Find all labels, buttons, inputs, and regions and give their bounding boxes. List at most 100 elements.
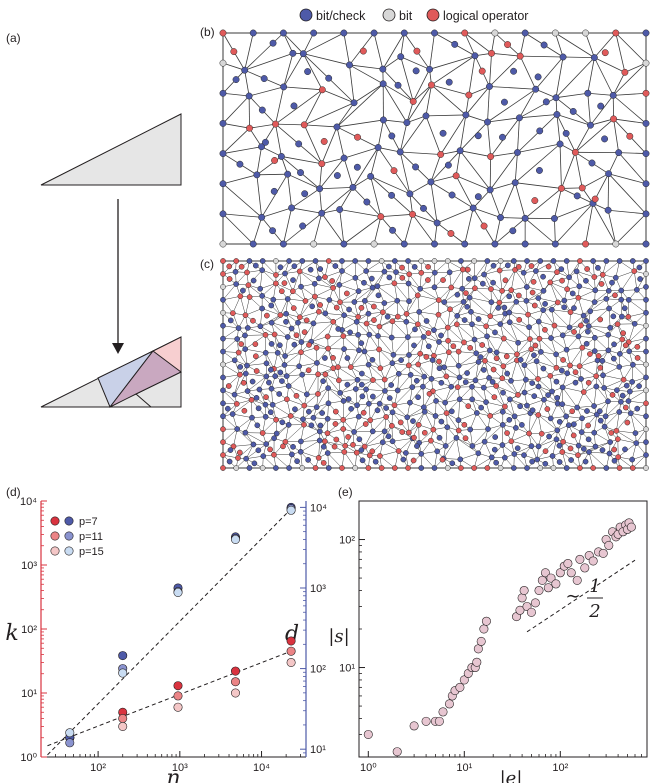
node-bit-check bbox=[484, 333, 490, 340]
lattice-edge bbox=[431, 84, 469, 96]
node-bit-check bbox=[558, 367, 565, 374]
node-logical-operator bbox=[301, 402, 308, 409]
node-bit-check bbox=[396, 148, 404, 156]
lattice-edge bbox=[350, 364, 369, 368]
node-bit-check bbox=[601, 135, 609, 143]
node-bit-check bbox=[227, 317, 234, 324]
node-bit-check bbox=[532, 85, 540, 93]
node-bit-check bbox=[616, 364, 623, 370]
lattice-edge bbox=[302, 53, 323, 90]
lattice-edge bbox=[562, 378, 582, 388]
node-logical-operator bbox=[322, 274, 328, 280]
node-bit-check bbox=[285, 422, 292, 428]
node-bit-check bbox=[244, 325, 251, 331]
lattice-edge bbox=[590, 118, 614, 126]
node-logical-operator bbox=[631, 268, 638, 274]
lattice-edge bbox=[429, 55, 476, 70]
node-logical-operator bbox=[547, 373, 554, 379]
node-bit-check bbox=[605, 288, 612, 294]
node-bit-check bbox=[288, 204, 296, 212]
node-bit-check bbox=[529, 458, 535, 465]
lattice-edge bbox=[509, 399, 528, 406]
legend-label: p=15 bbox=[79, 546, 104, 558]
lattice-edge bbox=[628, 400, 647, 404]
lattice-edge bbox=[409, 274, 421, 289]
node-bit-check bbox=[611, 457, 618, 464]
node-bit-check bbox=[313, 404, 320, 411]
node-bit-check bbox=[393, 269, 399, 275]
point-k-p7 bbox=[286, 636, 296, 646]
node-bit-check bbox=[464, 370, 470, 376]
annotation-numerator: 1 bbox=[589, 576, 600, 597]
lattice-edge bbox=[594, 57, 614, 96]
lattice-edge bbox=[391, 425, 409, 433]
x-axis-label: n bbox=[166, 766, 180, 783]
lattice-edge bbox=[287, 174, 292, 208]
node-bit-check bbox=[234, 336, 241, 342]
lattice-edge bbox=[592, 203, 617, 245]
node-logical-operator bbox=[613, 427, 620, 434]
node-bit-check bbox=[390, 351, 397, 358]
node-logical-operator bbox=[405, 465, 411, 471]
lattice-edge bbox=[244, 32, 284, 71]
node-logical-operator bbox=[578, 322, 584, 329]
node-bit-check bbox=[540, 273, 546, 280]
lattice-edge bbox=[392, 321, 409, 338]
node-bit-check bbox=[573, 192, 581, 200]
node-logical-operator bbox=[571, 148, 579, 156]
node-bit-check bbox=[521, 29, 529, 37]
node-bit-check bbox=[426, 65, 434, 73]
data-point bbox=[409, 721, 419, 731]
node-logical-operator bbox=[267, 446, 273, 453]
node-bit-check bbox=[524, 284, 530, 290]
node-bit-check bbox=[600, 372, 606, 379]
lattice-edge bbox=[536, 361, 539, 379]
node-bit-check bbox=[609, 279, 615, 286]
node-bit-check bbox=[257, 323, 264, 330]
node-bit-check bbox=[442, 443, 449, 449]
lattice-edge bbox=[246, 352, 266, 366]
node-logical-operator bbox=[340, 426, 347, 432]
node-logical-operator bbox=[426, 390, 433, 397]
node-logical-operator bbox=[622, 404, 629, 411]
node-bit-check bbox=[363, 386, 369, 393]
node-logical-operator bbox=[322, 438, 328, 445]
lattice-edge bbox=[232, 296, 241, 314]
lattice-edge bbox=[519, 89, 536, 119]
data-point bbox=[566, 568, 576, 578]
node-bit-check bbox=[643, 413, 649, 420]
node-bit-check bbox=[384, 313, 391, 320]
node-bit-check bbox=[410, 418, 416, 424]
node-logical-operator bbox=[230, 48, 238, 56]
lattice-edge bbox=[484, 441, 492, 458]
node-bit-check bbox=[446, 269, 453, 276]
node-bit-check bbox=[417, 285, 424, 292]
lattice-edge bbox=[275, 89, 323, 125]
node-bit-check bbox=[405, 280, 412, 287]
node-bit-check bbox=[304, 68, 312, 76]
lattice-edge bbox=[291, 188, 320, 209]
lattice-edge bbox=[262, 269, 277, 284]
lattice-edge bbox=[245, 432, 267, 445]
node-bit-check bbox=[267, 366, 274, 373]
node-bit-check bbox=[609, 91, 617, 99]
node-bit-check bbox=[611, 341, 617, 348]
lattice-edge bbox=[585, 203, 594, 245]
node-logical-operator bbox=[290, 305, 297, 311]
lattice-edge bbox=[555, 57, 595, 98]
lattice-edge bbox=[434, 222, 438, 245]
node-logical-operator bbox=[465, 403, 472, 409]
node-bit-check bbox=[298, 283, 304, 290]
node-logical-operator bbox=[315, 391, 321, 397]
lattice-edge bbox=[536, 360, 557, 368]
node-bit-check bbox=[339, 268, 345, 274]
node-bit-check bbox=[554, 427, 561, 434]
lattice-edge bbox=[261, 146, 282, 157]
node-bit-check bbox=[269, 39, 277, 47]
lattice-edge bbox=[538, 414, 542, 434]
node-bit-check bbox=[580, 446, 587, 452]
node-bit-check bbox=[339, 258, 345, 264]
node-bit-check bbox=[599, 447, 606, 453]
lattice-edge bbox=[368, 390, 386, 404]
node-bit-check bbox=[511, 413, 518, 420]
